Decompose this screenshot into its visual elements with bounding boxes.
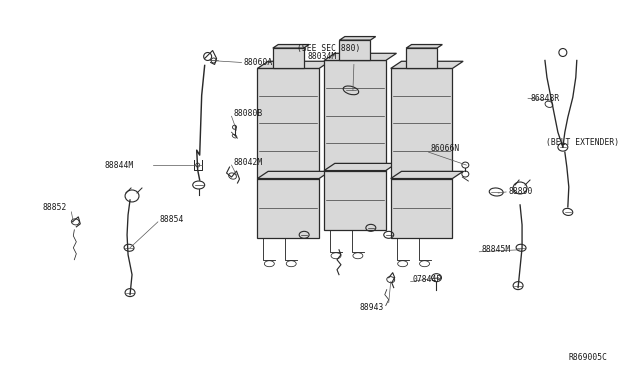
Polygon shape [324,170,386,230]
Polygon shape [257,179,319,238]
Polygon shape [391,61,463,68]
Text: 88844M: 88844M [104,161,133,170]
Polygon shape [324,61,386,170]
Text: R869005C: R869005C [568,353,607,362]
Polygon shape [391,171,463,179]
Text: 88943: 88943 [360,303,384,312]
Text: 88845M: 88845M [481,245,511,254]
Polygon shape [339,40,371,61]
Text: 88080B: 88080B [234,109,263,118]
Text: 07844P: 07844P [413,275,442,284]
Polygon shape [273,45,309,48]
Text: 88034M: 88034M [307,52,337,61]
Polygon shape [406,45,442,48]
Polygon shape [406,48,437,68]
Text: 88890: 88890 [508,187,532,196]
Polygon shape [273,48,303,68]
Polygon shape [257,61,330,68]
Polygon shape [257,171,330,179]
Text: (BELT EXTENDER): (BELT EXTENDER) [546,138,619,147]
Text: 88042M: 88042M [234,158,263,167]
Text: (SEE SEC 880): (SEE SEC 880) [297,44,360,53]
Text: 88852: 88852 [42,203,67,212]
Polygon shape [257,68,319,179]
Polygon shape [391,179,452,238]
Text: 88854: 88854 [160,215,184,224]
Polygon shape [339,36,376,40]
Polygon shape [324,53,397,61]
Text: 86848R: 86848R [530,94,559,103]
Polygon shape [324,163,397,170]
Polygon shape [391,68,452,179]
Text: 88060A: 88060A [243,58,273,67]
Text: 86066N: 86066N [431,144,460,153]
